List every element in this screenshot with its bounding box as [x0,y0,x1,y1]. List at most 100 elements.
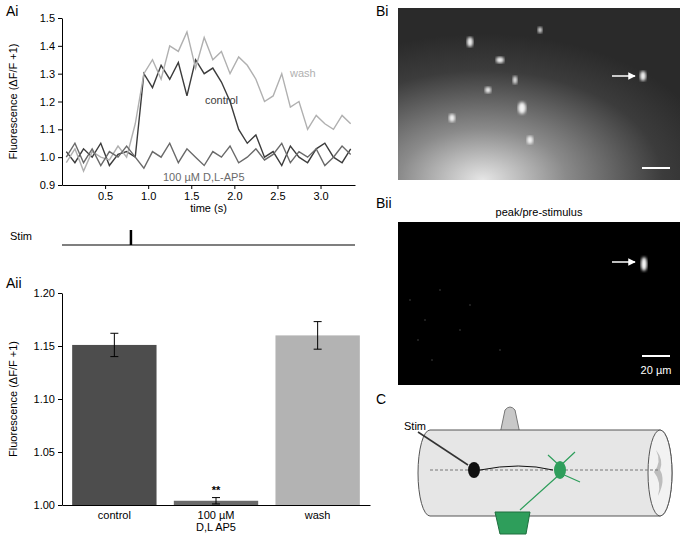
cell-blob [640,71,646,81]
trace [66,143,350,168]
y-tick-mark [58,102,62,103]
y-axis: 0.91.01.11.21.31.41.5 [40,12,63,191]
scale-bar-label: 20 µm [641,364,672,376]
series-label: control [205,94,238,106]
x-axis-title: time (s) [190,202,227,214]
noise-speck [409,299,411,301]
interneuron-axon [480,466,553,470]
y-tick: 1.1 [40,123,62,135]
y-tick-mark [58,18,62,19]
figure: 0.51.01.52.02.53.00.91.01.11.21.31.41.5c… [0,0,686,538]
y-tick: 1.0 [40,151,62,163]
y-tick: 1.00 [34,499,62,511]
scale-bar [642,167,670,169]
cell-blob [538,27,542,33]
cell-blob [527,136,533,144]
interneuron [468,462,480,478]
y-tick: 1.3 [40,68,62,80]
y-tick-mark [58,157,62,158]
arrow [612,75,635,77]
y-tick-label: 1.5 [40,12,55,24]
y-tick-label: 1.10 [34,393,55,405]
error-bar [212,498,220,504]
x-tick-label: 2.0 [227,190,242,202]
x-tick-label: control [98,509,131,521]
image-bii: peak/pre-stimulus20 µm [398,206,680,385]
error-bar-stem [114,333,115,356]
error-bar-cap [314,349,322,350]
y-tick-label: 1.15 [34,340,55,352]
x-tick: 100 µMD,L AP5 [196,505,236,533]
x-tick-label: 3.0 [313,190,328,202]
x-tick: 2.0 [227,185,242,202]
y-tick-mark [58,399,62,400]
x-tick-mark [148,185,149,189]
trace [66,32,350,171]
noise-speck [424,319,426,321]
trace [66,60,350,166]
y-axis-title: Fluorescence (ΔF/F +1) [7,341,19,457]
cell-blob [485,87,491,93]
ventral-root [495,512,530,534]
error-bar-cap [314,321,322,322]
x-tick-label: 2.5 [270,190,285,202]
y-tick-mark [58,452,62,453]
y-axis-title: Fluorescence (ΔF/F +1) [7,44,19,160]
significance-label: ** [212,484,221,496]
plot-bars [72,322,360,505]
x-tick-mark [277,185,278,189]
y-axis-line [62,294,63,506]
x-tick-label: wash [304,509,331,521]
x-axis-line [63,505,371,506]
x-tick-mark [105,185,106,189]
error-bar-cap [110,356,118,357]
stim-pulse [130,230,133,245]
stim-label: Stim [10,230,32,242]
panel-label: Ai [6,3,18,19]
y-tick-mark [58,505,62,506]
bar [275,335,359,505]
bar [72,345,156,505]
image-background [398,8,680,180]
x-tick-label: 0.5 [98,190,113,202]
error-bar [314,322,322,350]
series-label: 100 µM D,L-AP5 [163,171,245,183]
x-axis-line [63,185,356,186]
y-tick: 1.20 [34,287,62,299]
error-bar-cap [212,497,220,498]
y-tick: 1.05 [34,446,62,458]
y-tick: 1.10 [34,393,62,405]
cell-blob [518,102,526,114]
cord-midline [430,470,660,471]
y-tick: 1.15 [34,340,62,352]
error-bar-stem [317,322,318,350]
stim-electrode [418,432,468,465]
x-axis: control 100 µMD,L AP5 wash [63,505,371,533]
y-tick-mark [58,185,62,186]
image-background [398,222,680,385]
x-tick-mark [321,185,322,189]
y-tick-label: 1.1 [40,123,55,135]
noise-speck [439,289,441,291]
x-tick: 2.5 [270,185,285,202]
cell-blob [513,76,517,84]
scale-bar [642,355,670,357]
x-tick-label: 1.5 [184,190,199,202]
noise-speck [417,339,419,341]
y-tick-label: 1.3 [40,68,55,80]
x-axis: 0.51.01.52.02.53.0 [63,185,356,202]
y-tick-mark [58,129,62,130]
error-bar [110,333,118,356]
x-tick-label: 100 µMD,L AP5 [196,509,236,533]
stim-baseline [62,244,355,245]
x-tick: 3.0 [313,185,328,202]
panel-label: C [376,391,386,407]
image-bi [398,8,680,180]
x-tick: control [98,505,131,521]
diagram-label: Stim [404,420,426,432]
cell-blob [467,37,473,47]
arrow [612,261,635,263]
panel-label: Bi [376,3,388,19]
y-tick-mark [58,346,62,347]
y-tick-mark [58,46,62,47]
